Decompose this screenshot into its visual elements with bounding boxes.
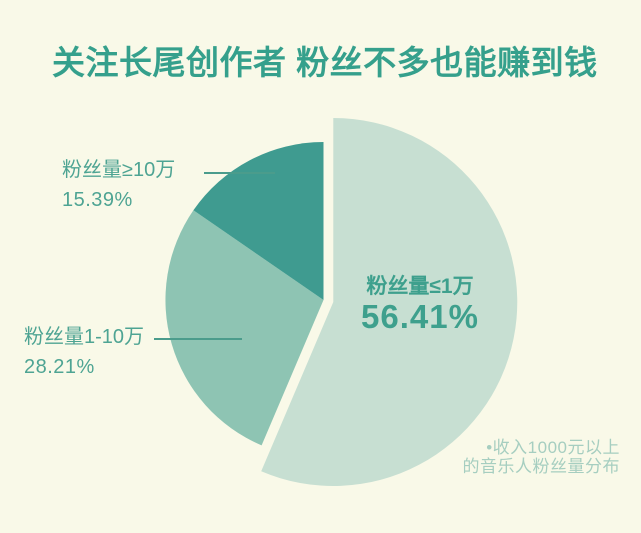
callout-fans-10k-100k-label: 粉丝量1-10万: [24, 326, 145, 348]
chart-title-bold: 能赚到钱: [463, 44, 598, 81]
chart-title-regular: 关注长尾创作者 粉丝不多也: [52, 44, 464, 81]
pie-slice-fans-gte-100k: [193, 142, 324, 300]
pie-slice-fans-lte-10k: [261, 118, 518, 487]
source-note-line2: 的音乐人粉丝量分布: [462, 457, 620, 476]
source-note-line1: •收入1000元以上: [486, 438, 620, 457]
callout-fans-10k-100k: 粉丝量1-10万 28.21%: [24, 324, 144, 380]
callout-fans-lte-10k-percent: 56.41%: [361, 298, 479, 335]
callout-fans-lte-10k: 粉丝量≤1万 56.41%: [345, 274, 495, 335]
callout-fans-gte-100k-label: 粉丝量≥10万: [62, 159, 176, 181]
source-note: •收入1000元以上 的音乐人粉丝量分布: [463, 438, 621, 476]
callout-fans-lte-10k-label: 粉丝量≤1万: [366, 275, 474, 298]
callout-fans-10k-100k-percent: 28.21%: [24, 356, 95, 378]
leader-line-fans-gte-100k: [204, 172, 275, 174]
callout-fans-gte-100k-percent: 15.39%: [62, 189, 133, 211]
chart-title: 关注长尾创作者 粉丝不多也能赚到钱: [52, 36, 598, 84]
leader-line-fans-10k-100k: [154, 338, 242, 340]
callout-fans-gte-100k: 粉丝量≥10万 15.39%: [62, 157, 175, 213]
pie-slice-fans-10k-100k: [165, 210, 324, 446]
